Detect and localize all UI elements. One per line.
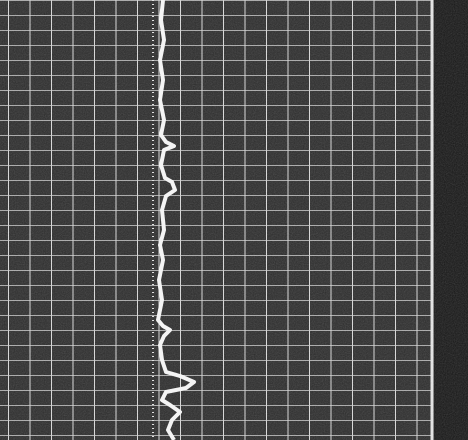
trace — [156, 0, 196, 440]
